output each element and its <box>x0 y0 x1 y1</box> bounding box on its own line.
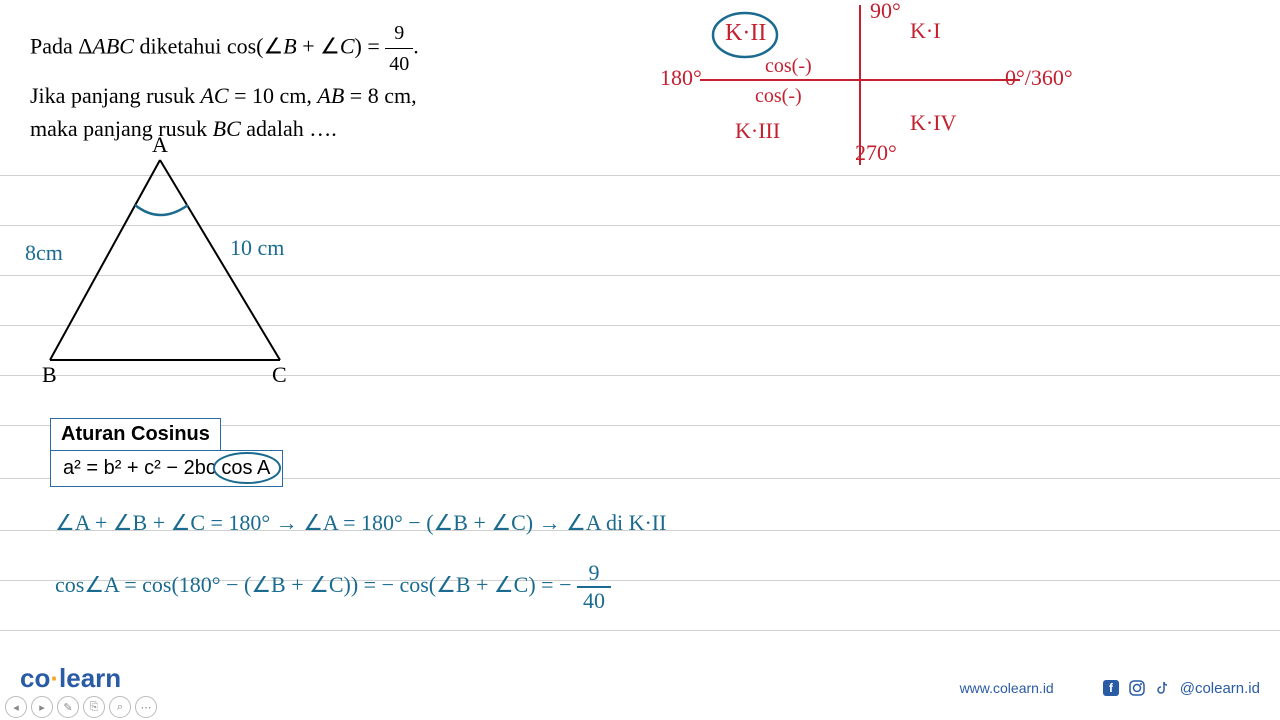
angle-270: 270° <box>855 140 897 166</box>
work-line-1: ∠A + ∠B + ∠C = 180° → ∠A = 180° − (∠B + … <box>55 510 666 536</box>
brand-logo: co·learn <box>20 663 121 694</box>
quadrant-4: K·IV <box>910 110 956 136</box>
angle-0: 0°/360° <box>1005 65 1073 91</box>
quadrant-3: K·III <box>735 118 780 144</box>
work-2-prefix: cos∠A = cos(180° − (∠B + ∠C)) = − cos(∠B… <box>55 572 577 597</box>
problem-statement: Pada ΔABC diketahui cos(∠B + ∠C) = 940. … <box>30 18 419 145</box>
footer-handle: @colearn.id <box>1180 680 1260 697</box>
angle-90: 90° <box>870 0 901 24</box>
work-fraction: 9 40 <box>577 560 611 614</box>
facebook-icon: f <box>1102 679 1120 697</box>
fraction: 940 <box>385 18 413 79</box>
text: = 10 cm, <box>229 83 318 108</box>
text-abc: ABC <box>92 34 134 59</box>
text: adalah …. <box>241 116 337 141</box>
work-line-2: cos∠A = cos(180° − (∠B + ∠C)) = − cos(∠B… <box>55 560 611 614</box>
instagram-icon <box>1128 679 1146 697</box>
formula-text: a² = b² + c² − 2bc <box>63 457 216 479</box>
nav-prev-button[interactable]: ◂ <box>5 696 27 718</box>
quadrant-2: K·II <box>725 20 766 47</box>
nav-controls: ◂ ▸ ✎ ⎘ ⌕ ⋯ <box>5 696 157 718</box>
nav-zoom-button[interactable]: ⌕ <box>109 696 131 718</box>
logo-learn: learn <box>59 663 121 693</box>
formula-body: a² = b² + c² − 2bc cos A <box>50 450 283 487</box>
text: = 8 cm, <box>344 83 416 108</box>
text: maka panjang rusuk <box>30 116 213 141</box>
angle-180: 180° <box>660 65 702 91</box>
text-bc: BC <box>213 116 241 141</box>
text: . <box>413 34 419 59</box>
text: diketahui cos(∠ <box>134 34 283 59</box>
nav-next-button[interactable]: ▸ <box>31 696 53 718</box>
side-ab-label: 8cm <box>25 240 63 266</box>
footer-url: www.colearn.id <box>960 680 1054 696</box>
vertex-b: B <box>42 362 57 388</box>
cos-neg-q3: cos(-) <box>755 85 802 108</box>
triangle-diagram: A B C 8cm 10 cm <box>30 140 310 380</box>
text: ) = <box>355 34 386 59</box>
work-den: 40 <box>577 588 611 614</box>
text-ab: AB <box>317 83 344 108</box>
work-num: 9 <box>577 560 611 588</box>
footer: co·learn www.colearn.id f @colearn.id <box>0 662 1280 712</box>
text: Pada Δ <box>30 34 92 59</box>
footer-right: www.colearn.id f @colearn.id <box>960 679 1260 697</box>
vertex-a: A <box>152 132 168 158</box>
text-c: C <box>340 34 355 59</box>
text-b: B <box>283 34 296 59</box>
cos-a-circle-icon <box>212 451 282 485</box>
quadrant-1: K·I <box>910 18 941 44</box>
text: Jika panjang rusuk <box>30 83 200 108</box>
formula-box: Aturan Cosinus a² = b² + c² − 2bc cos A <box>50 418 283 487</box>
text: + ∠ <box>297 34 340 59</box>
tiktok-icon <box>1154 679 1172 697</box>
cos-neg-q2: cos(-) <box>765 55 812 78</box>
logo-co: co <box>20 663 50 693</box>
formula-cos-a: cos A <box>216 457 270 479</box>
formula-title: Aturan Cosinus <box>50 418 221 451</box>
nav-edit-button[interactable]: ✎ <box>57 696 79 718</box>
side-ac-label: 10 cm <box>230 235 284 261</box>
nav-copy-button[interactable]: ⎘ <box>83 696 105 718</box>
nav-more-button[interactable]: ⋯ <box>135 696 157 718</box>
text-ac: AC <box>200 83 228 108</box>
denominator: 40 <box>385 49 413 79</box>
logo-dot-icon: · <box>50 663 59 693</box>
vertex-c: C <box>272 362 287 388</box>
numerator: 9 <box>385 18 413 49</box>
quadrant-diagram: 90° 0°/360° 180° 270° K·I K·II K·III K·I… <box>660 0 1060 180</box>
